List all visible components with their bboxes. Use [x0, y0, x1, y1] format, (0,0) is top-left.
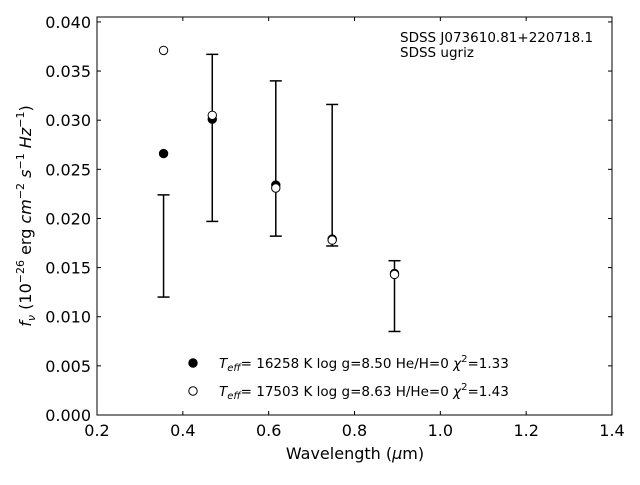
model-point-open-1	[207, 110, 217, 120]
axis-ticks	[96, 17, 613, 416]
y-tick-label-7: 0.035	[45, 62, 91, 81]
x-tick-labels: 0.2 0.4 0.6 0.8 1.0 1.2 1.4	[84, 421, 624, 440]
x-axis-label: Wavelength (μm)	[286, 444, 424, 463]
model-point-open-3	[327, 235, 337, 245]
y-tick-label-8: 0.040	[45, 13, 91, 32]
x-tick-label-3: 0.8	[342, 421, 367, 440]
x-tick-label-6: 1.4	[599, 421, 624, 440]
annotation-object-name: SDSS J073610.81+220718.1	[400, 30, 593, 46]
x-tick-label-0: 0.2	[84, 421, 109, 440]
y-tick-label-1: 0.005	[45, 357, 91, 376]
y-tick-labels: 0.000 0.005 0.010 0.015 0.020 0.025 0.030 0.035…	[45, 13, 91, 425]
model-point-open-0	[158, 45, 169, 56]
data-points	[158, 45, 400, 280]
y-tick-label-0: 0.000	[45, 406, 91, 425]
legend-marker-filled	[188, 358, 198, 368]
y-tick-label-5: 0.025	[45, 160, 91, 179]
x-tick-label-4: 1.0	[428, 421, 453, 440]
legend-label-series-1: Teff= 16258 K log g=8.50 He/H=0 χ2=1.33	[219, 354, 509, 374]
y-tick-label-6: 0.030	[45, 111, 91, 130]
x-tick-label-5: 1.2	[513, 421, 538, 440]
y-axis-label: fν (10−26 erg cm−2 s−1 Hz−1)	[14, 105, 38, 326]
legend-label-series-2: Teff= 17503 K log g=8.63 H/He=0 χ2=1.43	[219, 382, 509, 402]
error-bars	[157, 53, 401, 333]
legend-marker-open	[188, 386, 198, 396]
y-tick-label-4: 0.020	[45, 209, 91, 228]
model-point-open-2	[271, 183, 281, 193]
model-point-filled-0	[158, 148, 169, 159]
y-tick-label-2: 0.010	[45, 308, 91, 327]
annotation-photometry: SDSS ugriz	[400, 45, 474, 61]
model-point-open-4	[389, 269, 400, 280]
x-tick-label-2: 0.6	[256, 421, 281, 440]
legend: Teff= 16258 K log g=8.50 He/H=0 χ2=1.33 …	[188, 354, 509, 402]
y-tick-label-3: 0.015	[45, 259, 91, 278]
x-tick-label-1: 0.4	[170, 421, 195, 440]
